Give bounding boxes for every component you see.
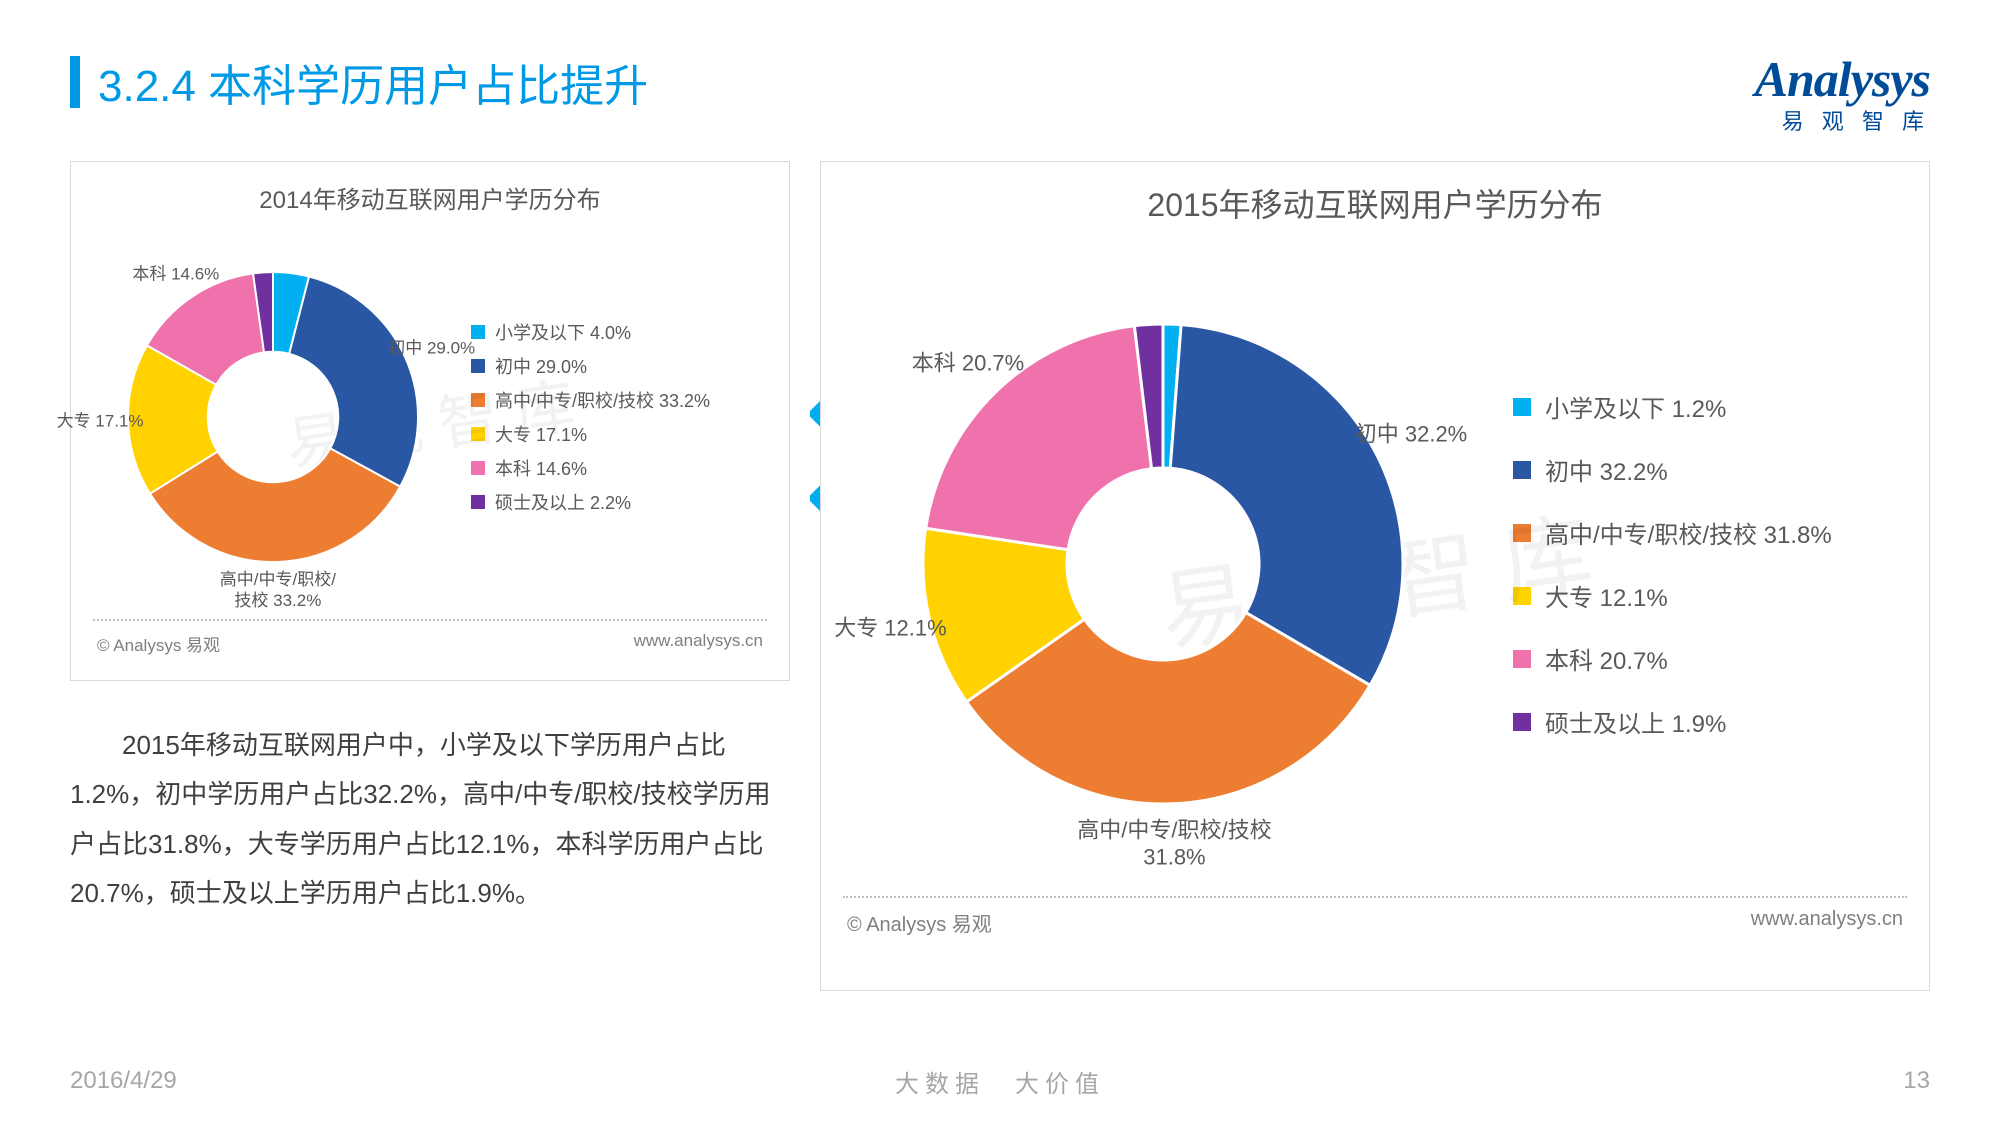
logo: Analysys 易 观 智 库: [1755, 50, 1930, 136]
legend-label: 初中 32.2%: [1545, 452, 1668, 487]
slide-footer: 2016/4/29 大数据 大价值 13: [70, 1067, 1930, 1095]
legend-label: 本科 14.6%: [495, 455, 587, 481]
slice-callout: 本科 14.6%: [132, 263, 219, 284]
legend-label: 大专 17.1%: [495, 421, 587, 447]
copyright: © Analysys 易观: [97, 631, 220, 656]
legend-label: 小学及以下 4.0%: [495, 319, 631, 345]
page-title: 3.2.4 本科学历用户占比提升: [98, 50, 648, 114]
slice-callout: 初中 29.0%: [388, 337, 475, 358]
donut-slice-junior: [289, 277, 418, 487]
legend-label: 大专 12.1%: [1545, 578, 1668, 613]
legend-label: 硕士及以上 2.2%: [495, 489, 631, 515]
slice-callout: 大专 17.1%: [57, 410, 144, 431]
footer-page: 13: [1903, 1067, 1930, 1095]
legend-item-master: 硕士及以上 1.9%: [1513, 704, 1832, 739]
legend-swatch: [471, 393, 485, 407]
legend-swatch: [1513, 461, 1531, 479]
slice-callout: 大专 12.1%: [834, 614, 947, 642]
slice-callout: 高中/中专/职校/技校31.8%: [1077, 816, 1271, 871]
footer-mid: 大数据 大价值: [895, 1064, 1105, 1099]
legend-2014: 小学及以下 4.0% 初中 29.0% 高中/中专/职校/技校 33.2% 大专 17…: [471, 311, 710, 523]
legend-item-junior: 初中 32.2%: [1513, 452, 1832, 487]
divider: [93, 619, 767, 621]
legend-swatch: [1513, 398, 1531, 416]
divider: [843, 896, 1907, 898]
legend-label: 高中/中专/职校/技校 31.8%: [1545, 515, 1832, 550]
legend-item-senior: 高中/中专/职校/技校 33.2%: [471, 387, 710, 413]
slice-callout: 本科 20.7%: [912, 349, 1025, 377]
slice-callout: 初中 32.2%: [1355, 420, 1468, 448]
legend-label: 本科 20.7%: [1545, 641, 1668, 676]
donut-slice-junior: [1170, 325, 1403, 686]
chart-2014: 易 观 智 库 2014年移动互联网用户学历分布 初中 29.0%高中/中专/职…: [70, 161, 790, 681]
legend-item-junior: 初中 29.0%: [471, 353, 710, 379]
slice-callout: 高中/中专/职校/技校 33.2%: [220, 569, 336, 612]
chart-2014-title: 2014年移动互联网用户学历分布: [93, 180, 767, 215]
logo-sub: 易 观 智 库: [1755, 104, 1930, 136]
source-url: www.analysys.cn: [1751, 908, 1903, 937]
legend-item-primary: 小学及以下 4.0%: [471, 319, 710, 345]
legend-swatch: [1513, 713, 1531, 731]
title-accent: [70, 56, 80, 108]
legend-swatch: [471, 495, 485, 509]
legend-2015: 小学及以下 1.2% 初中 32.2% 高中/中专/职校/技校 31.8% 大专 12…: [1513, 361, 1832, 767]
legend-item-college: 大专 12.1%: [1513, 578, 1832, 613]
legend-label: 初中 29.0%: [495, 353, 587, 379]
title-bar: 3.2.4 本科学历用户占比提升 Analysys 易 观 智 库: [70, 50, 1930, 136]
legend-label: 小学及以下 1.2%: [1545, 389, 1726, 424]
legend-swatch: [471, 461, 485, 475]
legend-swatch: [471, 359, 485, 373]
source-url: www.analysys.cn: [634, 631, 763, 656]
legend-swatch: [471, 427, 485, 441]
legend-swatch: [1513, 587, 1531, 605]
footer-date: 2016/4/29: [70, 1067, 177, 1095]
legend-swatch: [1513, 650, 1531, 668]
legend-item-master: 硕士及以上 2.2%: [471, 489, 710, 515]
donut-2014: 初中 29.0%高中/中专/职校/技校 33.2%大专 17.1%本科 14.6…: [103, 247, 443, 587]
chart-2015: 易 观 智 库 2015年移动互联网用户学历分布 初中 32.2%高中/中专/职…: [820, 161, 1930, 991]
donut-2015: 初中 32.2%高中/中专/职校/技校31.8%大专 12.1%本科 20.7%: [873, 274, 1453, 854]
chart-2015-title: 2015年移动互联网用户学历分布: [843, 180, 1907, 226]
copyright: © Analysys 易观: [847, 908, 992, 937]
legend-item-primary: 小学及以下 1.2%: [1513, 389, 1832, 424]
legend-label: 硕士及以上 1.9%: [1545, 704, 1726, 739]
body-paragraph: 2015年移动互联网用户中，小学及以下学历用户占比1.2%，初中学历用户占比32…: [70, 721, 790, 919]
legend-item-bachelor: 本科 20.7%: [1513, 641, 1832, 676]
legend-item-college: 大专 17.1%: [471, 421, 710, 447]
logo-main: Analysys: [1755, 50, 1930, 108]
legend-item-bachelor: 本科 14.6%: [471, 455, 710, 481]
legend-item-senior: 高中/中专/职校/技校 31.8%: [1513, 515, 1832, 550]
legend-swatch: [1513, 524, 1531, 542]
legend-label: 高中/中专/职校/技校 33.2%: [495, 387, 710, 413]
